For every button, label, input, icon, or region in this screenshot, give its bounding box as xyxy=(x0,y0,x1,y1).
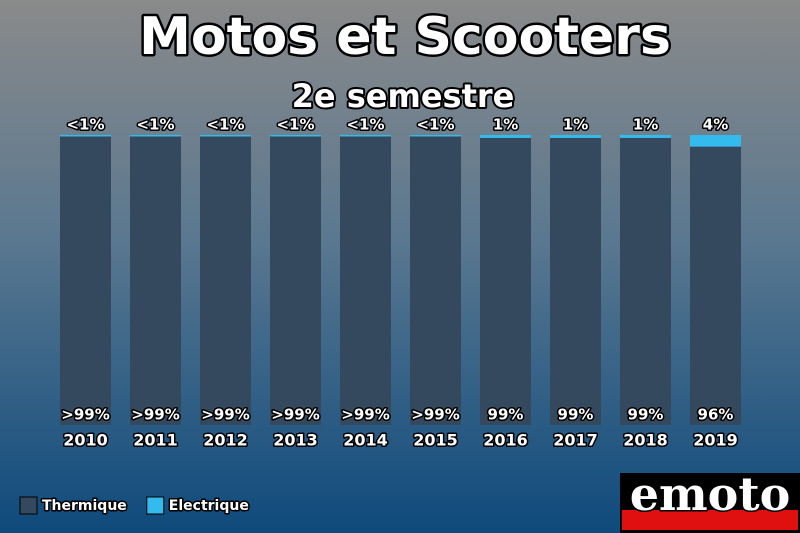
bar-segment xyxy=(410,135,461,137)
bar-segment xyxy=(550,135,601,138)
bar-segment xyxy=(620,135,671,138)
bar-segment xyxy=(620,137,671,425)
data-label: <1% xyxy=(206,116,244,134)
data-label: 1% xyxy=(493,116,518,134)
bar-segment xyxy=(60,135,111,137)
data-label: <1% xyxy=(416,116,454,134)
bar-segment xyxy=(270,136,321,425)
data-label: 1% xyxy=(563,116,588,134)
data-label: >99% xyxy=(201,406,249,424)
data-label: <1% xyxy=(66,116,104,134)
legend-label: Electrique xyxy=(169,498,249,514)
data-label: 99% xyxy=(488,406,524,424)
bar-segment xyxy=(60,136,111,425)
x-tick-label: 2019 xyxy=(693,431,738,450)
data-label: 4% xyxy=(703,116,728,134)
data-label: >99% xyxy=(411,406,459,424)
bar-segment xyxy=(340,135,391,137)
bar-segment xyxy=(200,136,251,425)
x-tick-label: 2010 xyxy=(63,431,108,450)
bar-segment xyxy=(480,135,531,138)
x-tick-label: 2012 xyxy=(203,431,248,450)
bar-segment xyxy=(410,136,461,425)
chart-title: Motos et Scooters xyxy=(139,7,671,67)
data-label: >99% xyxy=(271,406,319,424)
data-label: <1% xyxy=(346,116,384,134)
bar-segment xyxy=(340,136,391,425)
bar-segment xyxy=(130,135,181,137)
x-tick-label: 2018 xyxy=(623,431,668,450)
data-label: 96% xyxy=(698,406,734,424)
logo-stripe xyxy=(622,510,798,530)
legend-swatch xyxy=(19,496,38,515)
data-label: 1% xyxy=(633,116,658,134)
bar-segment xyxy=(200,135,251,137)
logo-text: emoto xyxy=(630,467,791,521)
bar-segment xyxy=(130,136,181,425)
bar-segment xyxy=(550,137,601,425)
data-label: 99% xyxy=(558,406,594,424)
legend-swatch xyxy=(146,496,165,515)
x-tick-label: 2017 xyxy=(553,431,598,450)
bar-segment xyxy=(480,137,531,425)
chart-subtitle: 2e semestre xyxy=(292,77,515,115)
x-tick-label: 2013 xyxy=(273,431,318,450)
bar-segment xyxy=(690,135,741,147)
bar-segment xyxy=(690,146,741,425)
bar-segment xyxy=(270,135,321,137)
data-label: >99% xyxy=(341,406,389,424)
logo: emoto xyxy=(620,466,800,533)
x-tick-label: 2015 xyxy=(413,431,458,450)
data-label: <1% xyxy=(136,116,174,134)
legend-label: Thermique xyxy=(42,498,127,514)
x-tick-label: 2014 xyxy=(343,431,388,450)
data-label: 99% xyxy=(628,406,664,424)
x-tick-label: 2016 xyxy=(483,431,528,450)
x-tick-label: 2011 xyxy=(133,431,178,450)
data-label: >99% xyxy=(61,406,109,424)
data-label: >99% xyxy=(131,406,179,424)
data-label: <1% xyxy=(276,116,314,134)
